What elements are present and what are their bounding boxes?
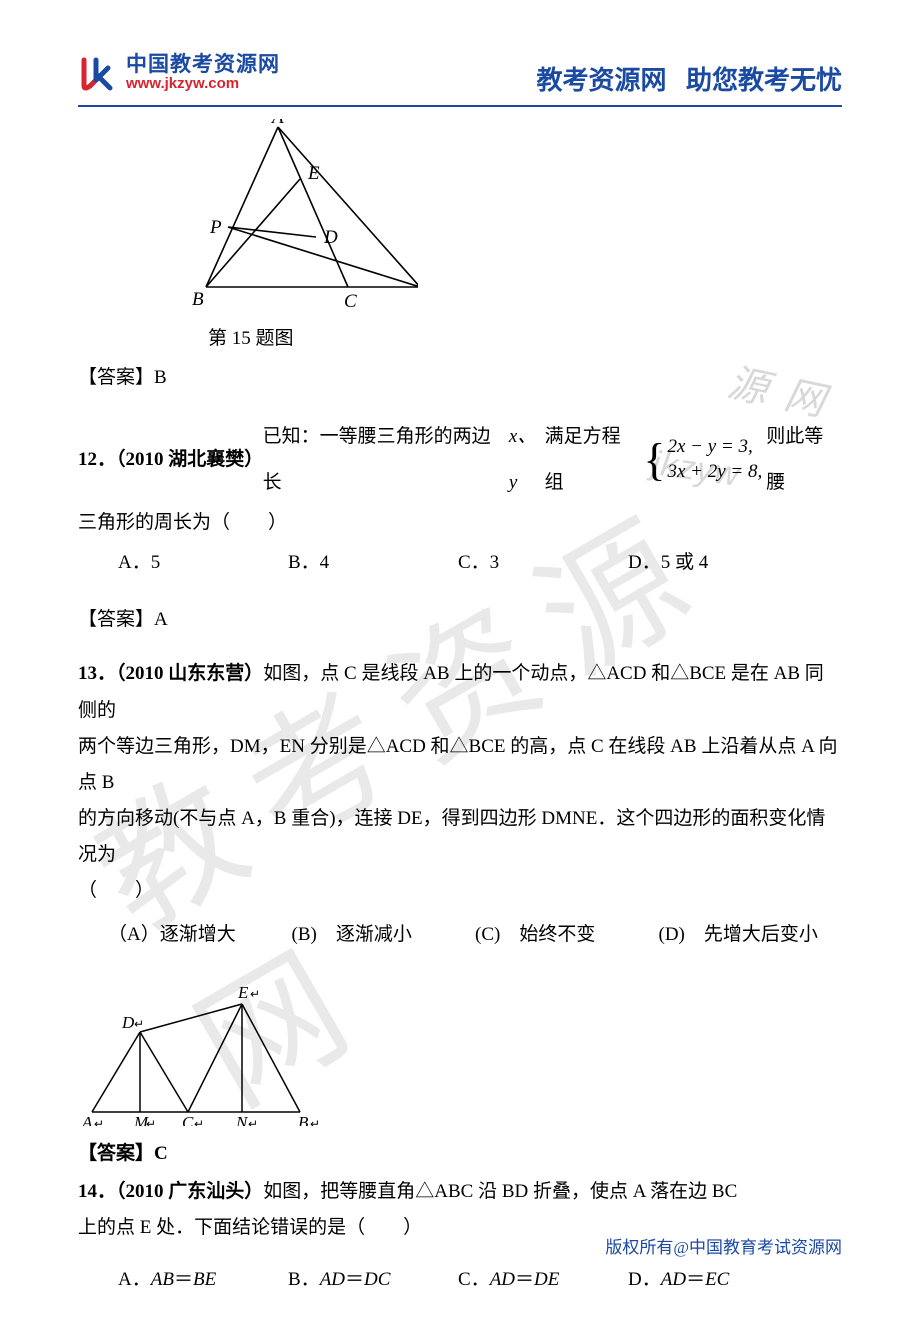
svg-text:↵: ↵ [310, 1117, 320, 1126]
q13-opt-d: (D) 先增大后变小 [659, 919, 843, 946]
svg-text:E: E [237, 983, 249, 1002]
q12-opt-b: B．4 [288, 547, 458, 574]
svg-text:P: P [209, 217, 222, 238]
q12-options: A．5 B．4 C．3 D．5 或 4 [118, 547, 842, 574]
q12-text-c: 则此等腰 [766, 414, 842, 505]
q13-body4: （ ） [78, 873, 842, 909]
figure-15: ABCQPDE [148, 119, 842, 315]
q13-opt-b: (B) 逐渐减小 [292, 919, 476, 946]
q14-body1: 如图，把等腰直角△ABC 沿 BD 折叠，使点 A 落在边 BC [263, 1181, 737, 1202]
q13-source: 13．（2010 山东东营） [78, 663, 263, 684]
q12-line2: 三角形的周长为（ ） [78, 505, 842, 541]
q13-opt-c: (C) 始终不变 [475, 919, 659, 946]
figure-15-svg: ABCQPDE [148, 119, 418, 309]
q13-answer: 【答案】C [78, 1136, 842, 1172]
header-slogan: 教考资源网 助您教考无忧 [536, 60, 842, 97]
q13-opt-a: （A）逐渐增大 [108, 919, 292, 946]
svg-text:C: C [344, 291, 357, 309]
q14-opt-c: C．AD＝DE [458, 1264, 628, 1291]
figure-13: A↵M↵C↵N↵B↵D↵E↵ [78, 976, 842, 1132]
question-12: 12．（2010 湖北襄樊） 已知：一等腰三角形的两边长 x、y 满足方程组 {… [78, 414, 842, 638]
q12-eq1: 2x − y = 3, [667, 435, 762, 460]
q12-opt-a: A．5 [118, 547, 288, 574]
svg-text:↵: ↵ [250, 987, 260, 1001]
svg-text:↵: ↵ [194, 1117, 204, 1126]
q14-options: A．AB＝BE B．AD＝DC C．AD＝DE D．AD＝EC [118, 1264, 842, 1291]
q12-opt-c: C．3 [458, 547, 628, 574]
svg-text:↵: ↵ [248, 1117, 258, 1126]
q12-opt-d: D．5 或 4 [628, 547, 798, 574]
question-13: 13．（2010 山东东营）如图，点 C 是线段 AB 上的一个动点，△ACD … [78, 656, 842, 1172]
q12-eq2: 3x + 2y = 8, [667, 460, 762, 485]
q13-body2: 两个等边三角形，DM，EN 分别是△ACD 和△BCE 的高，点 C 在线段 A… [78, 729, 842, 801]
svg-text:↵: ↵ [94, 1117, 104, 1126]
q13-options: （A）逐渐增大 (B) 逐渐减小 (C) 始终不变 (D) 先增大后变小 [108, 919, 842, 946]
q14-opt-a: A．AB＝BE [118, 1264, 288, 1291]
q12-xy: x、y [509, 414, 545, 505]
q12-answer: 【答案】A [78, 602, 842, 638]
logo-block: 中国教考资源网 www.jkzyw.com [78, 52, 280, 94]
q12-text-a: 已知：一等腰三角形的两边长 [263, 414, 509, 505]
svg-text:N: N [235, 1113, 249, 1126]
logo-title: 中国教考资源网 [126, 53, 280, 76]
q13-body3: 的方向移动(不与点 A，B 重合)，连接 DE，得到四边形 DMNE．这个四边形… [78, 801, 842, 873]
svg-text:E: E [307, 163, 320, 184]
svg-text:C: C [182, 1113, 194, 1126]
svg-text:A: A [81, 1113, 93, 1126]
svg-text:B: B [298, 1113, 309, 1126]
svg-text:B: B [192, 289, 204, 309]
q14-source: 14．（2010 广东汕头） [78, 1181, 263, 1202]
q12-text-b: 满足方程组 [545, 414, 640, 505]
page-footer: 版权所有@中国教育考试资源网 [605, 1233, 842, 1258]
equation-system: { 2x − y = 3, 3x + 2y = 8, [643, 435, 762, 484]
q14-opt-d: D．AD＝EC [628, 1264, 798, 1291]
logo-url: www.jkzyw.com [126, 76, 280, 93]
figure-15-caption: 第 15 题图 [208, 323, 842, 350]
svg-text:D: D [323, 227, 338, 248]
svg-text:↵: ↵ [134, 1017, 144, 1031]
q12-source: 12．（2010 湖北襄樊） [78, 437, 263, 483]
svg-text:A: A [270, 119, 284, 128]
brace-icon: { [643, 437, 665, 483]
logo-icon [78, 52, 120, 94]
figure-13-svg: A↵M↵C↵N↵B↵D↵E↵ [78, 976, 338, 1126]
svg-text:↵: ↵ [146, 1117, 156, 1126]
page-header: 中国教考资源网 www.jkzyw.com 教考资源网 助您教考无忧 [78, 52, 842, 107]
q14-opt-b: B．AD＝DC [288, 1264, 458, 1291]
svg-text:D: D [121, 1013, 135, 1032]
page-container: 中国教考资源网 www.jkzyw.com 教考资源网 助您教考无忧 ABCQP… [0, 0, 920, 1335]
answer-11: 【答案】B [78, 360, 842, 396]
